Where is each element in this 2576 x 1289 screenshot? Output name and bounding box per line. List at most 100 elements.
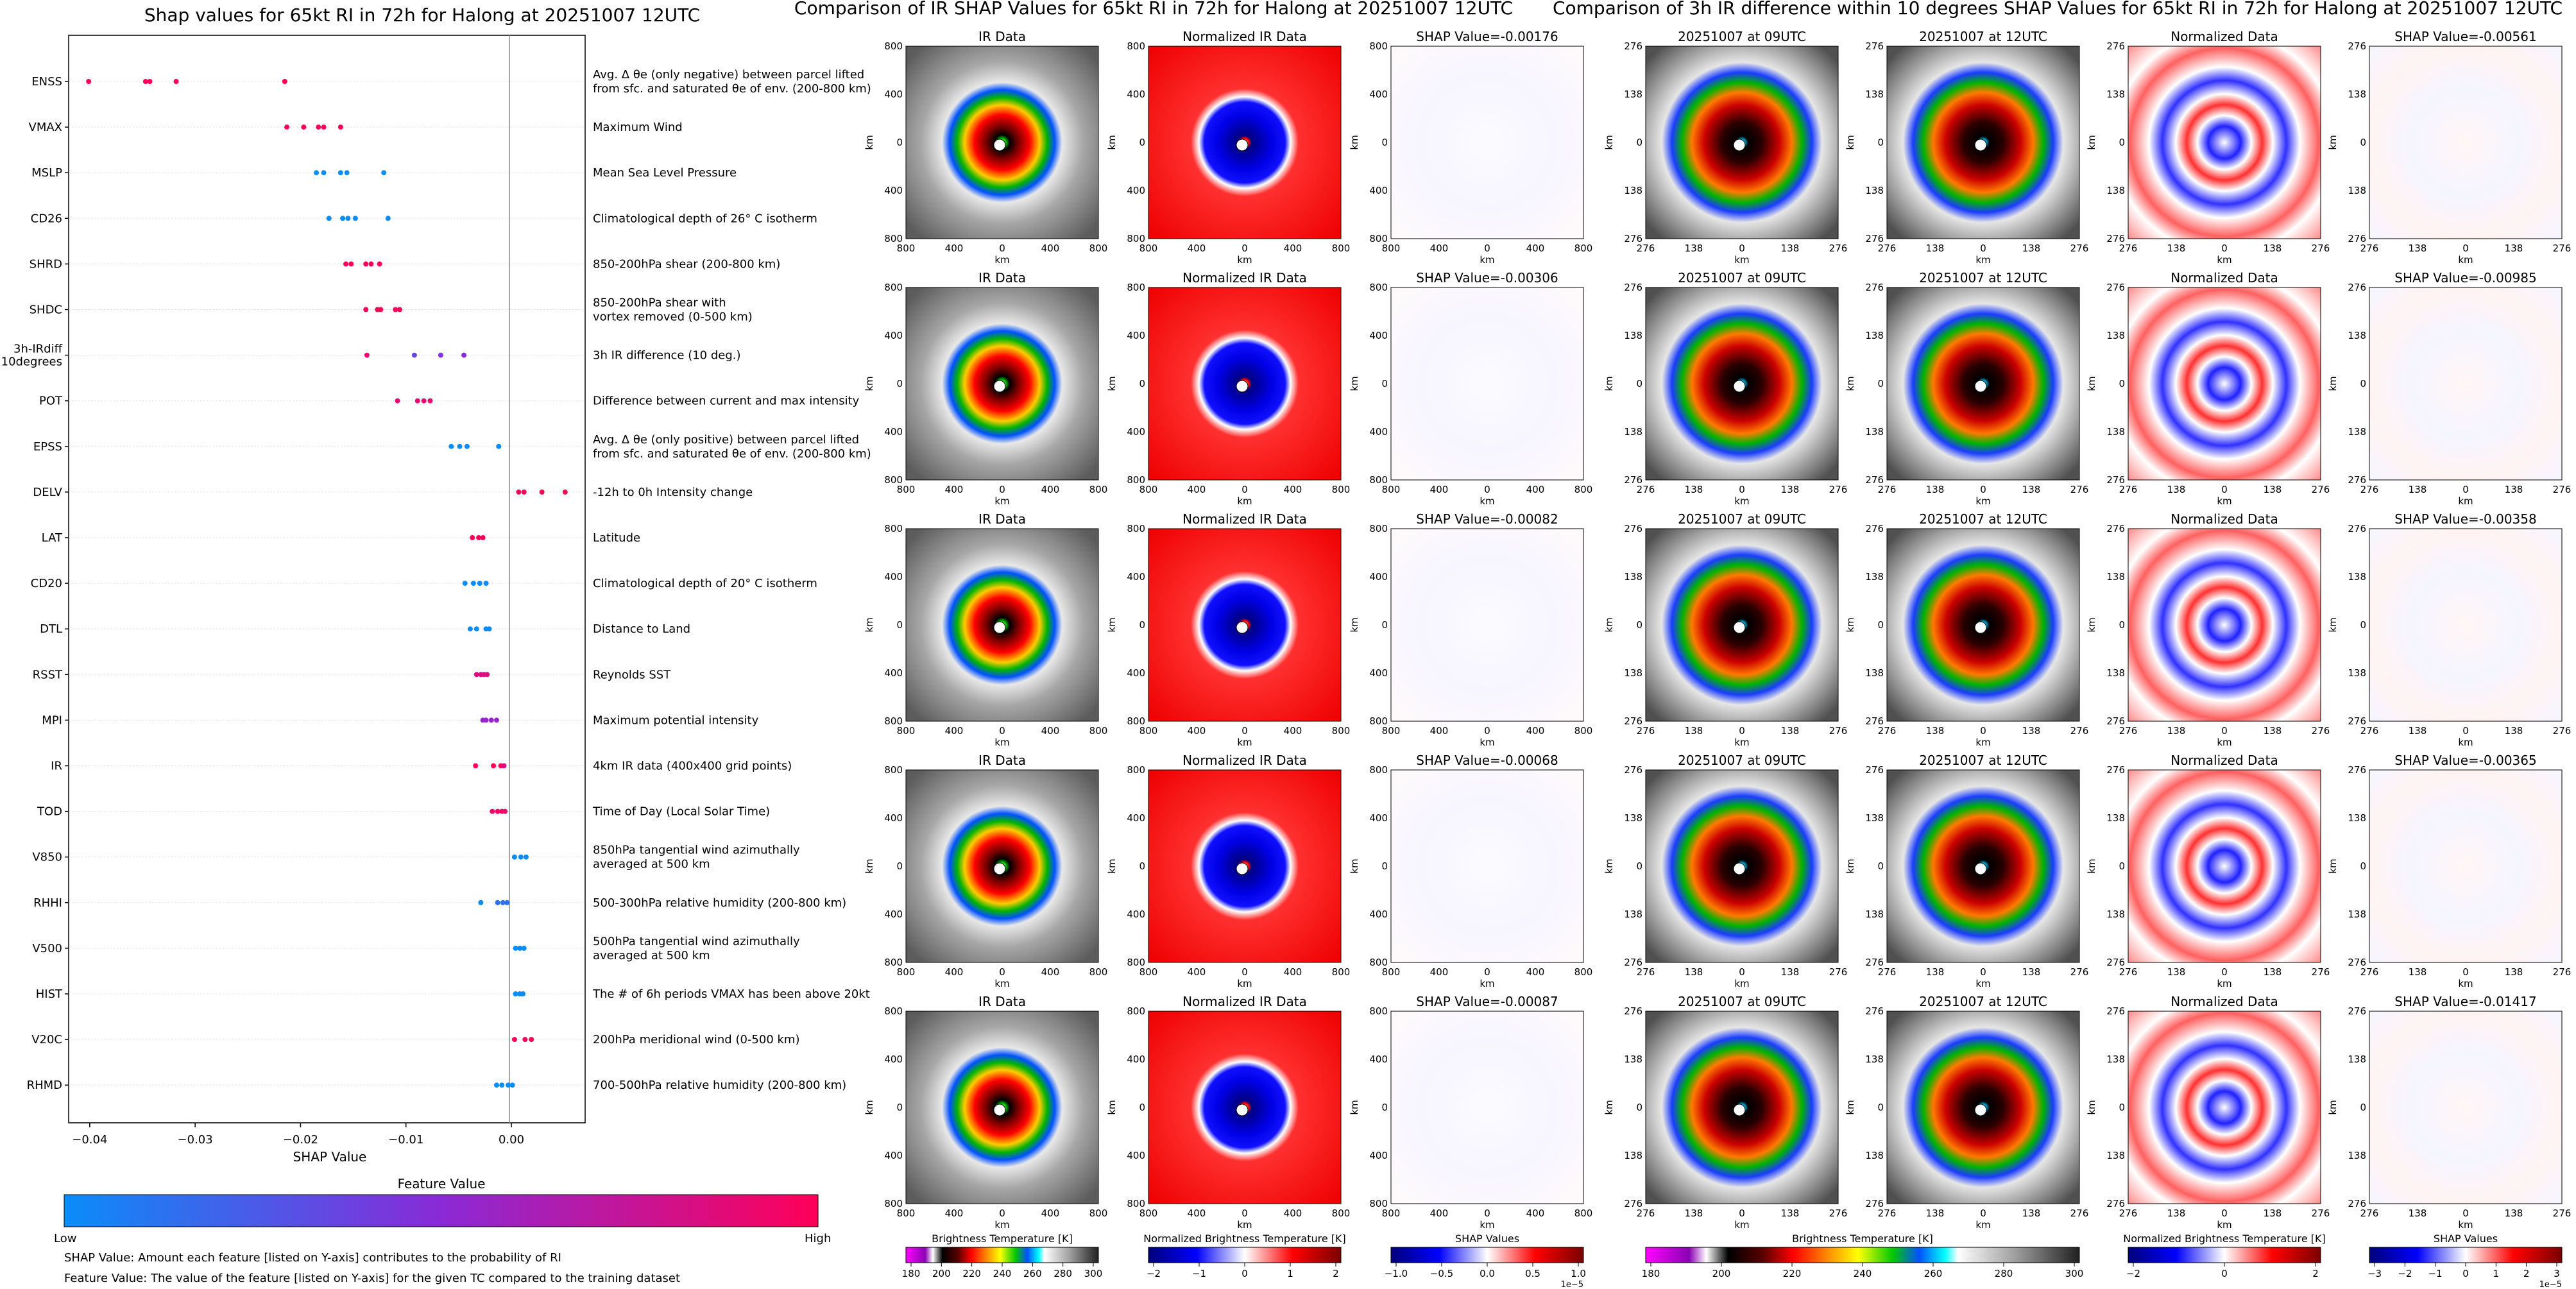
x-tick-label: 0 [1484, 484, 1490, 495]
colorbar: Normalized Brightness Temperature [K] −2 0… [2123, 1233, 2326, 1279]
shap-summary-panel: Shap values for 65kt RI in 72h for Halon… [1, 4, 871, 1285]
y-tick-label: 138 [1865, 667, 1884, 679]
shap-point [86, 79, 92, 84]
x-tick-label: 800 [1089, 243, 1108, 254]
colorbar-strip [1645, 1247, 2080, 1263]
y-tick-label: 0 [1139, 860, 1145, 872]
shap-point [477, 581, 482, 586]
panel-title: SHAP Value=-0.01417 [2394, 994, 2536, 1009]
panel-title: 20251007 at 12UTC [1919, 994, 2047, 1009]
shap-point [321, 170, 327, 176]
eye-marker [1236, 380, 1249, 393]
feature-description: 500-300hPa relative humidity (200-800 km… [593, 896, 846, 910]
x-tick-label: 276 [1637, 243, 1655, 254]
x-tick-label: 400 [1526, 484, 1545, 495]
y-tick-label: 400 [1127, 330, 1145, 341]
axis-label-y: km [2086, 376, 2097, 391]
y-tick-label: 400 [1369, 571, 1388, 583]
ir-09utc-panel: 20251007 at 09UTC27627613813800138138276… [1603, 753, 1847, 989]
x-tick-label: 800 [1382, 243, 1401, 254]
y-tick-label: 138 [2106, 426, 2125, 438]
ir-09utc-panel: 20251007 at 09UTC27627613813800138138276… [1603, 511, 1847, 748]
y-tick-label: 0 [1877, 860, 1884, 872]
y-tick-label: 138 [1865, 1054, 1884, 1065]
axis-label-x: km [1975, 1219, 1990, 1231]
x-tick-label: 400 [1430, 966, 1449, 978]
panel-title: SHAP Value=-0.00985 [2394, 270, 2536, 286]
normalized-ir-panel: Normalized IR Data8008004004000040040080… [1106, 753, 1350, 989]
x-tick-label: 800 [1332, 1208, 1351, 1219]
x-tick-label: 400 [1188, 725, 1206, 737]
axis-label-x: km [1734, 1219, 1749, 1231]
y-tick-label: 400 [1127, 1054, 1145, 1065]
feature-code-label: CD26 [31, 212, 62, 225]
axis-label-x: km [1975, 978, 1990, 989]
x-tick-label: 276 [2070, 1208, 2089, 1219]
axis-label-y: km [2086, 617, 2097, 632]
x-tick-label: 138 [1781, 966, 1800, 978]
diff-shap-map-panel: SHAP Value=-0.00358276276138138001381382… [2327, 511, 2571, 748]
y-tick-label: 800 [1127, 1198, 1145, 1209]
axis-label-y: km [1603, 376, 1615, 391]
x-tick-label: 400 [1284, 484, 1302, 495]
panel-title: Normalized IR Data [1182, 994, 1307, 1009]
x-tick-label: 0 [1739, 243, 1745, 254]
x-tick-label: 800 [1382, 1208, 1401, 1219]
x-tick-label: 400 [1188, 966, 1206, 978]
x-tick-label: 400 [945, 243, 964, 254]
axis-label-x: km [1480, 254, 1494, 266]
x-tick-label: 400 [1430, 725, 1449, 737]
ir-12utc-panel: 20251007 at 12UTC27627613813800138138276… [1845, 270, 2088, 507]
colorbar-tick-label: 260 [1023, 1268, 1042, 1279]
shap-point [539, 489, 545, 495]
x-tick-label: 0 [1739, 966, 1745, 978]
shap-point [500, 900, 506, 905]
shap-point [284, 124, 290, 130]
colorbar-tick-label: 220 [1783, 1268, 1802, 1279]
axis-label-y: km [2327, 617, 2339, 632]
shap-point [344, 170, 350, 176]
diff-shap-map-panel: SHAP Value=-0.00561276276138138001381382… [2327, 29, 2571, 266]
y-tick-label: 276 [1624, 715, 1642, 727]
y-tick-label: 0 [896, 1102, 903, 1113]
x-tick-label: 276 [2119, 966, 2138, 978]
y-tick-label: 800 [1369, 764, 1388, 776]
x-tick-label: 276 [1637, 1208, 1655, 1219]
feature-description: 3h IR difference (10 deg.) [593, 349, 741, 363]
x-tick-label: 0 [1980, 1208, 1986, 1219]
eye-marker [1733, 621, 1746, 634]
eye-marker [1733, 380, 1746, 393]
feature-code-label: V500 [32, 942, 62, 955]
x-tick-label: 0 [2221, 243, 2228, 254]
axis-label-y: km [1349, 617, 1360, 632]
x-tick-label: 800 [1332, 243, 1351, 254]
panel-image [2128, 528, 2321, 722]
colorbar-tick-label: 260 [1924, 1268, 1943, 1279]
y-tick-label: 138 [2348, 1150, 2366, 1161]
x-tick-label: 138 [2409, 966, 2427, 978]
y-tick-label: 276 [1624, 764, 1642, 776]
x-tick-label: 400 [1284, 966, 1302, 978]
shap-point [411, 352, 417, 358]
x-tick-label: 0 [1484, 243, 1490, 254]
colorbar: Normalized Brightness Temperature [K] −2 −… [1143, 1233, 1346, 1279]
eye-marker [993, 139, 1006, 151]
feature-code-label: MSLP [31, 166, 62, 180]
x-tick-label: 0 [1739, 725, 1745, 737]
normalized-ir-panel: Normalized IR Data8008004004000040040080… [1106, 270, 1350, 507]
panel-title: 20251007 at 09UTC [1678, 753, 1806, 768]
shap-point [173, 79, 179, 84]
y-tick-label: 138 [2348, 330, 2366, 341]
x-tick-label: 138 [1926, 966, 1945, 978]
x-tick-label: 0 [999, 484, 1005, 495]
x-tick-label: 0 [2462, 484, 2469, 495]
shap-point [478, 900, 484, 905]
shap-point [499, 1082, 505, 1088]
colorbar-tick-label: −1 [1192, 1268, 1206, 1279]
ir-09utc-panel: 20251007 at 09UTC27627613813800138138276… [1603, 270, 1847, 507]
x-tick-label: 0 [999, 966, 1005, 978]
x-tick-label: 800 [897, 243, 916, 254]
